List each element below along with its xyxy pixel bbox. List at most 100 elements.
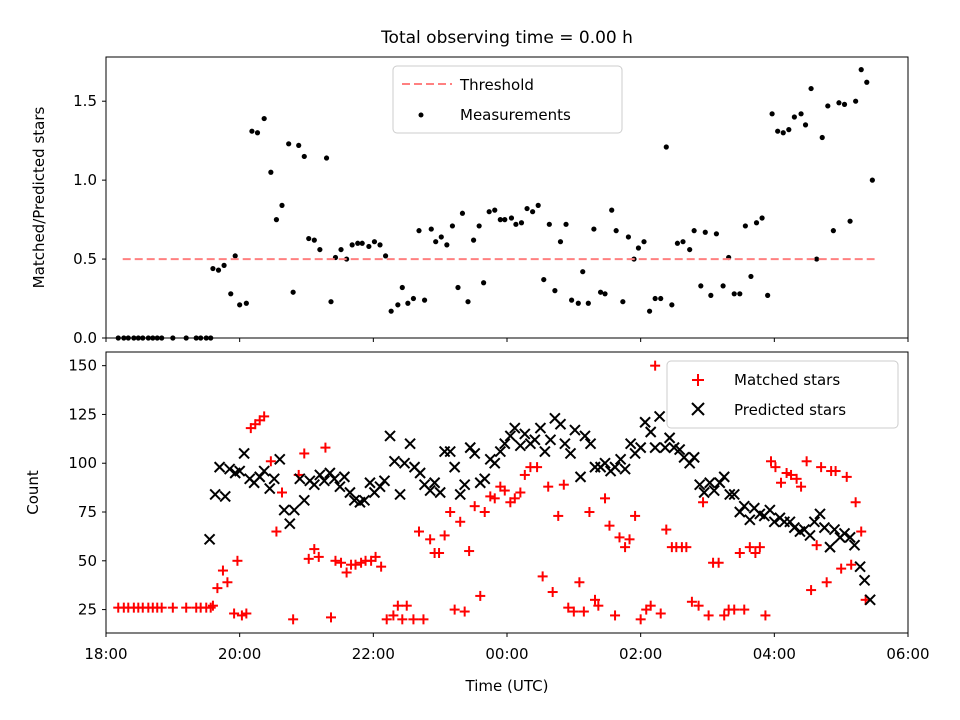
matched-star-point xyxy=(259,411,270,422)
matched-star-point xyxy=(850,497,861,508)
measurement-point xyxy=(780,130,786,136)
predicted-star-point xyxy=(609,461,621,473)
matched-star-point xyxy=(841,471,852,482)
predicted-star-point xyxy=(504,430,517,442)
matched-star-point xyxy=(811,540,822,551)
bottom-y-axis: 25 50 75 100 125 150 xyxy=(68,357,106,619)
matched-star-point xyxy=(288,614,299,625)
matched-star-point xyxy=(376,561,387,572)
predicted-star-point xyxy=(534,422,547,434)
predicted-star-point xyxy=(788,521,801,534)
matched-star-point xyxy=(265,456,276,467)
matched-star-point xyxy=(439,530,450,541)
predicted-star-point xyxy=(213,461,226,473)
measurement-point xyxy=(524,205,530,212)
measurement-point xyxy=(399,284,405,291)
measurement-point xyxy=(674,240,681,246)
predicted-star-point xyxy=(454,488,466,501)
matched-star-point xyxy=(341,567,352,578)
measurement-point xyxy=(428,226,434,232)
bottom-y-tick-label: 75 xyxy=(78,503,97,521)
x-tick-label: 06:00 xyxy=(886,645,929,663)
x-tick-label: 02:00 xyxy=(619,645,662,663)
matched-star-point xyxy=(568,606,579,617)
matched-star-point xyxy=(336,557,347,568)
bottom-panel: 25 50 75 100 125 150 18:00 20:00 22:00 00:00 02:0… xyxy=(24,351,930,695)
measurement-point xyxy=(748,273,754,280)
predicted-star-point xyxy=(448,461,461,473)
predicted-star-point xyxy=(768,516,781,528)
predicted-star-point xyxy=(574,471,587,483)
predicted-star-point xyxy=(724,488,736,501)
matched-star-point xyxy=(532,462,543,473)
measurement-point xyxy=(841,101,848,107)
matched-star-point xyxy=(397,614,408,625)
predicted-star-point xyxy=(554,418,567,430)
measurement-point xyxy=(323,155,330,161)
bottom-legend-box xyxy=(666,360,899,429)
predicted-star-point xyxy=(848,539,861,551)
measurement-point xyxy=(459,210,466,216)
predicted-star-point xyxy=(663,432,676,444)
predicted-star-point xyxy=(378,475,391,487)
matched-star-point xyxy=(299,448,310,459)
matched-star-point xyxy=(739,604,750,615)
predicted-star-point xyxy=(318,475,331,487)
predicted-star-point xyxy=(619,463,631,475)
matched-star-point xyxy=(661,524,672,535)
measurement-point xyxy=(306,235,312,242)
top-y-axis: 0.0 0.5 1.0 1.5 xyxy=(73,92,106,347)
matched-star-point xyxy=(212,583,223,594)
measurement-point xyxy=(731,291,737,297)
predicted-star-point xyxy=(404,438,416,450)
predicted-star-point xyxy=(434,486,446,499)
legend-matched-swatch xyxy=(692,374,704,386)
matched-star-point xyxy=(593,600,604,611)
measurement-point xyxy=(317,246,323,253)
measurement-point xyxy=(808,85,814,92)
measurement-point xyxy=(597,289,604,295)
predicted-star-point xyxy=(693,478,706,491)
predicted-star-point xyxy=(264,482,276,495)
matched-star-point xyxy=(776,477,787,488)
predicted-star-point xyxy=(649,441,661,454)
measurement-point xyxy=(301,153,307,160)
measurement-point xyxy=(702,229,708,235)
predicted-star-point xyxy=(219,490,231,503)
matched-star-point xyxy=(392,600,403,611)
measurement-point xyxy=(421,297,428,303)
measurement-point xyxy=(371,239,378,245)
matched-star-point xyxy=(604,520,615,531)
predicted-star-point xyxy=(489,457,501,469)
measurement-point xyxy=(708,292,714,298)
predicted-star-point xyxy=(238,447,250,460)
matched-star-point xyxy=(313,551,324,562)
predicted-star-point xyxy=(544,434,557,446)
measurement-point xyxy=(221,262,227,268)
measurement-point xyxy=(825,103,831,109)
measurement-point xyxy=(798,111,804,117)
matched-star-point xyxy=(630,510,641,521)
matched-star-point xyxy=(459,606,470,617)
measurement-point xyxy=(273,217,280,223)
predicted-star-point xyxy=(744,514,756,526)
measurement-point xyxy=(602,291,608,297)
measurement-point xyxy=(237,302,243,308)
measurement-point xyxy=(641,239,647,245)
matched-star-point xyxy=(241,608,252,619)
predicted-star-point xyxy=(298,494,310,507)
matched-star-point xyxy=(600,493,611,504)
matched-star-point xyxy=(401,600,412,611)
measurement-point xyxy=(713,231,720,237)
matched-star-point xyxy=(553,510,564,521)
measurement-point xyxy=(847,218,853,224)
matched-star-point xyxy=(610,610,621,621)
matched-star-point xyxy=(485,491,496,502)
matched-star-point xyxy=(650,360,661,371)
measurement-point xyxy=(557,239,564,245)
measurement-point xyxy=(580,269,586,275)
measurement-point xyxy=(366,243,372,250)
matched-star-point xyxy=(499,485,510,496)
predicted-star-point xyxy=(278,504,290,516)
